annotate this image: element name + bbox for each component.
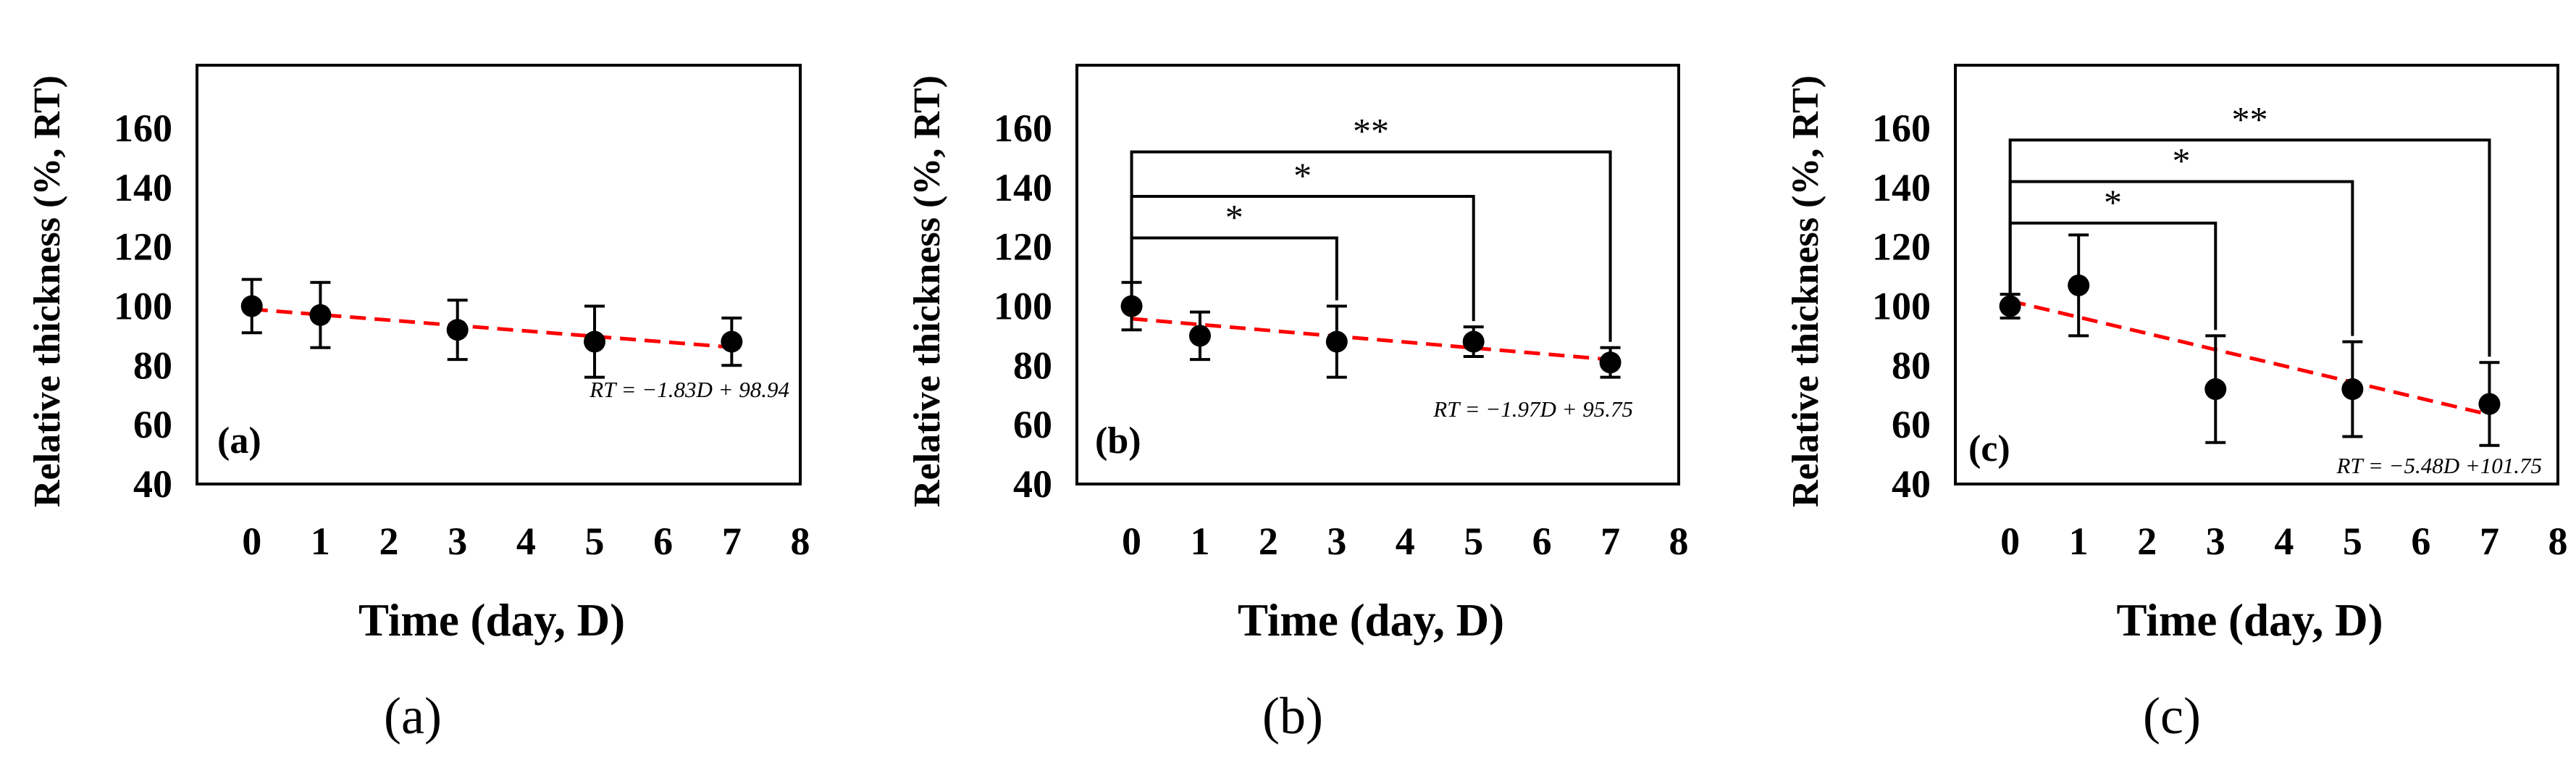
- y-axis-label: Relative thickness (%, RT): [27, 75, 68, 507]
- x-tick-label: 3: [2206, 520, 2225, 563]
- data-point: [446, 319, 469, 341]
- plot-frame: [196, 64, 802, 485]
- x-tick-label: 1: [1190, 520, 1209, 563]
- x-tick-label: 4: [516, 520, 536, 563]
- y-tick-label: 40: [1013, 462, 1052, 506]
- data-point: [2478, 393, 2501, 415]
- x-tick-label: 3: [1327, 520, 1346, 563]
- y-tick-label: 60: [1013, 403, 1052, 446]
- figure-caption: (b): [1262, 687, 1323, 745]
- x-axis-label: Time (day, D): [358, 595, 625, 646]
- y-tick-label: 60: [133, 403, 172, 446]
- plot-frame: [1954, 64, 2559, 485]
- x-tick-label: 6: [653, 520, 673, 563]
- x-axis-label: Time (day, D): [2116, 595, 2383, 646]
- data-point: [584, 330, 606, 353]
- x-tick-label: 5: [2343, 520, 2362, 563]
- y-tick-label: 120: [1872, 225, 1931, 269]
- y-tick-label: 40: [133, 462, 172, 506]
- fit-line: [1131, 317, 1611, 362]
- fit-equation: RT = −1.83D + 98.94: [589, 377, 789, 402]
- data-point: [1325, 330, 1348, 353]
- x-tick-label: 0: [242, 520, 261, 563]
- data-point: [721, 330, 743, 353]
- panel-label: (b): [1095, 420, 1141, 462]
- x-tick-label: 2: [379, 520, 399, 563]
- x-tick-label: 7: [722, 520, 742, 563]
- significance-label: *: [1293, 155, 1312, 196]
- significance-bracket: [2008, 221, 2218, 330]
- x-tick-label: 2: [1259, 520, 1278, 563]
- y-tick-label: 40: [1892, 462, 1931, 506]
- plot-frame: [1075, 64, 1680, 485]
- fit-equation: RT = −5.48D +101.75: [2336, 453, 2542, 478]
- significance-bracket: [1130, 195, 1475, 322]
- data-point: [309, 304, 332, 326]
- data-point: [2068, 274, 2090, 296]
- x-tick-label: 1: [311, 520, 330, 563]
- fit-line: [2010, 299, 2491, 417]
- y-tick-label: 80: [1013, 343, 1052, 387]
- y-tick-label: 120: [114, 225, 172, 269]
- x-tick-label: 5: [585, 520, 605, 563]
- y-tick-label: 140: [1872, 166, 1931, 209]
- x-tick-label: 4: [2274, 520, 2294, 563]
- x-tick-label: 8: [791, 520, 810, 563]
- x-tick-label: 6: [2411, 520, 2430, 563]
- y-tick-label: 100: [994, 284, 1052, 328]
- figure-caption: (a): [384, 687, 442, 745]
- x-tick-label: 0: [2000, 520, 2020, 563]
- y-tick-label: 160: [1872, 107, 1931, 150]
- y-tick-label: 100: [1872, 284, 1931, 328]
- x-tick-label: 4: [1396, 520, 1415, 563]
- y-tick-label: 140: [114, 166, 172, 209]
- figure-caption: (c): [2143, 687, 2201, 745]
- significance-bracket: [1130, 236, 1338, 301]
- data-point: [1188, 325, 1211, 347]
- x-tick-label: 2: [2137, 520, 2157, 563]
- chart-panel: 40 60 80 100 120 140 160 0 1 2 3 4 5 6 7 8 Time (day, D)…: [27, 64, 810, 745]
- y-tick-label: 160: [994, 107, 1052, 150]
- x-tick-label: 7: [1600, 520, 1620, 563]
- fit-line: [251, 307, 732, 349]
- data-point: [1120, 295, 1143, 317]
- significance-label: *: [2173, 141, 2191, 181]
- data-point: [2341, 378, 2364, 401]
- significance-label: *: [2104, 182, 2122, 222]
- data-point: [240, 295, 263, 317]
- significance-label: *: [1225, 196, 1243, 237]
- x-tick-label: 7: [2480, 520, 2499, 563]
- significance-label: **: [2232, 99, 2268, 139]
- chart-panel: 40 60 80 100 120 140 160 0 1 2 3 4 5 6 7 8 Time (day, D)…: [1785, 64, 2568, 745]
- significance-bracket: [2008, 138, 2491, 357]
- y-tick-label: 160: [114, 107, 172, 150]
- y-tick-label: 80: [1892, 343, 1931, 387]
- data-point: [2204, 378, 2227, 401]
- fit-equation: RT = −1.97D + 95.75: [1432, 396, 1633, 422]
- y-tick-label: 120: [994, 225, 1052, 269]
- x-tick-label: 3: [448, 520, 467, 563]
- panel-label: (c): [1968, 428, 2010, 470]
- x-tick-label: 1: [2069, 520, 2089, 563]
- data-point: [1599, 351, 1621, 374]
- y-axis-label: Relative thickness (%, RT): [1785, 75, 1826, 507]
- panel-label: (a): [217, 420, 261, 462]
- x-tick-label: 5: [1464, 520, 1483, 563]
- x-axis-label: Time (day, D): [1238, 595, 1504, 646]
- y-axis-label: Relative thickness (%, RT): [907, 75, 948, 507]
- data-point: [1462, 330, 1485, 353]
- y-tick-label: 80: [133, 343, 172, 387]
- data-point: [1999, 295, 2021, 317]
- chart-panel: 40 60 80 100 120 140 160 0 1 2 3 4 5 6 7 8 Time (day, D)…: [907, 64, 1689, 745]
- y-tick-label: 140: [994, 166, 1052, 209]
- y-tick-label: 60: [1892, 403, 1931, 446]
- x-tick-label: 8: [1669, 520, 1689, 563]
- x-tick-label: 0: [1122, 520, 1141, 563]
- significance-label: **: [1353, 111, 1389, 151]
- significance-bracket: [1130, 150, 1612, 342]
- y-tick-label: 100: [114, 284, 172, 328]
- x-tick-label: 8: [2548, 520, 2568, 563]
- x-tick-label: 6: [1532, 520, 1552, 563]
